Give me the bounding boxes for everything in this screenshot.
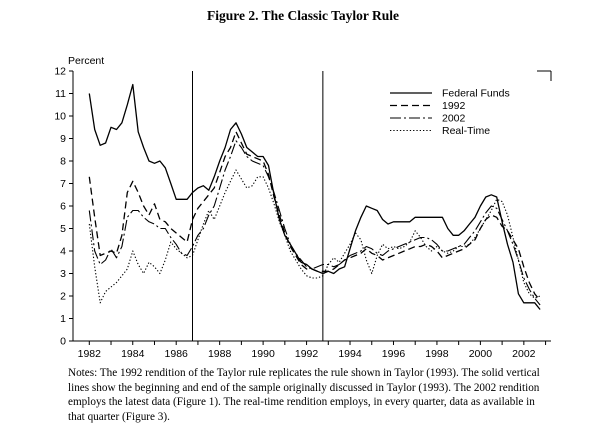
legend-label: 1992 <box>442 100 466 112</box>
legend-label: Federal Funds <box>442 88 510 100</box>
y-tick-label: 7 <box>60 178 66 190</box>
legend-label: 2002 <box>442 113 466 125</box>
x-tick-label: 1986 <box>165 348 189 360</box>
x-tick-label: 2000 <box>469 348 493 360</box>
series-line-real-time <box>88 169 541 304</box>
y-tick-label: 10 <box>54 111 66 123</box>
x-tick-label: 1992 <box>295 348 319 360</box>
x-tick-label: 1994 <box>338 348 362 360</box>
series-line-federal-funds <box>88 83 541 310</box>
y-tick-label: 8 <box>60 156 66 168</box>
y-tick-label: 11 <box>55 88 66 100</box>
y-tick-label: 6 <box>60 201 66 213</box>
y-tick-label: 4 <box>60 246 66 258</box>
y-tick-label: 5 <box>60 223 66 235</box>
sample-boundary-lines <box>192 71 324 341</box>
x-tick-label: 1998 <box>425 348 449 360</box>
x-axis-ticks: 1982 1984 1986 1988 1990 1992 1994 1996 1998 2000… <box>78 341 547 360</box>
y-tick-label: 0 <box>60 336 66 348</box>
series-line-1992 <box>88 131 541 301</box>
figure-title: Figure 2. The Classic Taylor Rule <box>206 8 400 23</box>
x-tick-label: 1996 <box>382 348 406 360</box>
x-tick-label: 1984 <box>121 348 145 360</box>
x-tick-label: 2002 <box>512 348 536 360</box>
plot-frame <box>72 70 552 342</box>
y-axis-label: Percent <box>68 55 104 67</box>
series-line-2002 <box>88 140 541 306</box>
y-tick-label: 2 <box>60 291 66 303</box>
y-tick-label: 12 <box>54 66 66 78</box>
y-tick-label: 3 <box>60 268 66 280</box>
x-tick-label: 1990 <box>251 348 275 360</box>
y-tick-label: 9 <box>60 133 66 145</box>
figure-notes: Notes: The 1992 rendition of the Taylor … <box>68 367 540 423</box>
x-tick-label: 1988 <box>208 348 232 360</box>
legend-label: Real-Time <box>442 125 490 137</box>
x-tick-label: 1982 <box>78 348 102 360</box>
y-tick-label: 1 <box>60 313 66 325</box>
series-lines <box>88 83 541 310</box>
